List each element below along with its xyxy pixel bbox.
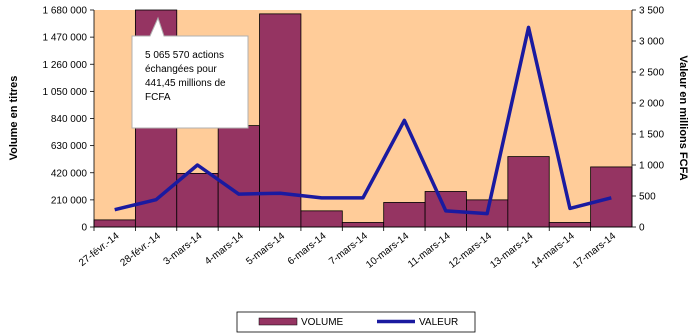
bar-volume-11 [548,222,592,228]
line-valeur [114,25,612,216]
y-left-tick-label: 1 680 000 [43,6,88,17]
bar-volume-3 [217,125,260,228]
y-left-tick-label: 840 000 [51,114,88,125]
annotation-line-2: échangées pour [145,64,217,75]
y-left-tick-label: 0 [81,223,87,234]
y-right-tick-label: 1 500 [639,130,664,141]
bar-volume-10 [507,156,550,228]
legend: VOLUME VALEUR [236,311,476,333]
y-axis-right-title: Valeur en millions FCFA [677,55,688,180]
x-tick-label: 4-mars-14 [203,230,246,267]
bar-volume-5 [300,210,343,228]
y-right-tick-label: 3 000 [639,37,664,48]
y-right-tick-label: 1 000 [639,161,664,172]
y-left-tick-label: 630 000 [51,141,88,152]
annotation-line-1: 5 065 570 actions [145,50,224,61]
y-left-tick-label: 210 000 [51,195,88,206]
bar-volume-6 [341,222,385,228]
bar-volume-0 [93,219,136,228]
y-right-tick-label: 3 500 [639,6,664,17]
y-right-tick-label: 500 [639,192,656,203]
x-tick-label: 11-mars-14 [406,230,453,270]
legend-label-valeur: VALEUR [419,317,458,328]
x-tick-label: 13-mars-14 [488,230,535,270]
y-right-tick-label: 0 [639,223,645,234]
y-left-tick-label: 420 000 [51,168,88,179]
legend-swatch-volume [258,317,298,326]
bar-volume-2 [176,172,219,228]
y-right-tick-label: 2 000 [639,99,664,110]
bar-volume-12 [590,166,633,228]
y-left-tick-label: 1 470 000 [43,33,88,44]
x-tick-label: 3-mars-14 [162,230,205,267]
legend-label-volume: VOLUME [301,317,344,328]
x-tick-label: 28-févr.-14 [118,230,163,268]
x-tick-label: 14-mars-14 [530,230,577,270]
x-tick-label: 12-mars-14 [447,230,494,270]
annotation-line-3: 441,45 millions de [145,78,226,89]
y-left-tick-label: 1 050 000 [43,87,88,98]
y-right-tick-label: 2 500 [639,68,664,79]
x-tick-label: 6-mars-14 [286,230,329,267]
y-left-tick-label: 1 260 000 [43,60,88,71]
bar-volume-7 [383,202,426,228]
annotation-line-4: FCFA [145,92,171,103]
x-tick-label: 27-févr.-14 [77,230,122,268]
x-tick-label: 10-mars-14 [364,230,411,270]
x-tick-label: 5-mars-14 [244,230,287,267]
y-axis-left-title: Volume en titres [8,76,20,161]
x-tick-label: 17-mars-14 [571,230,618,270]
annotation-callout: 5 065 570 actions échangées pour 441,45 … [131,16,249,129]
